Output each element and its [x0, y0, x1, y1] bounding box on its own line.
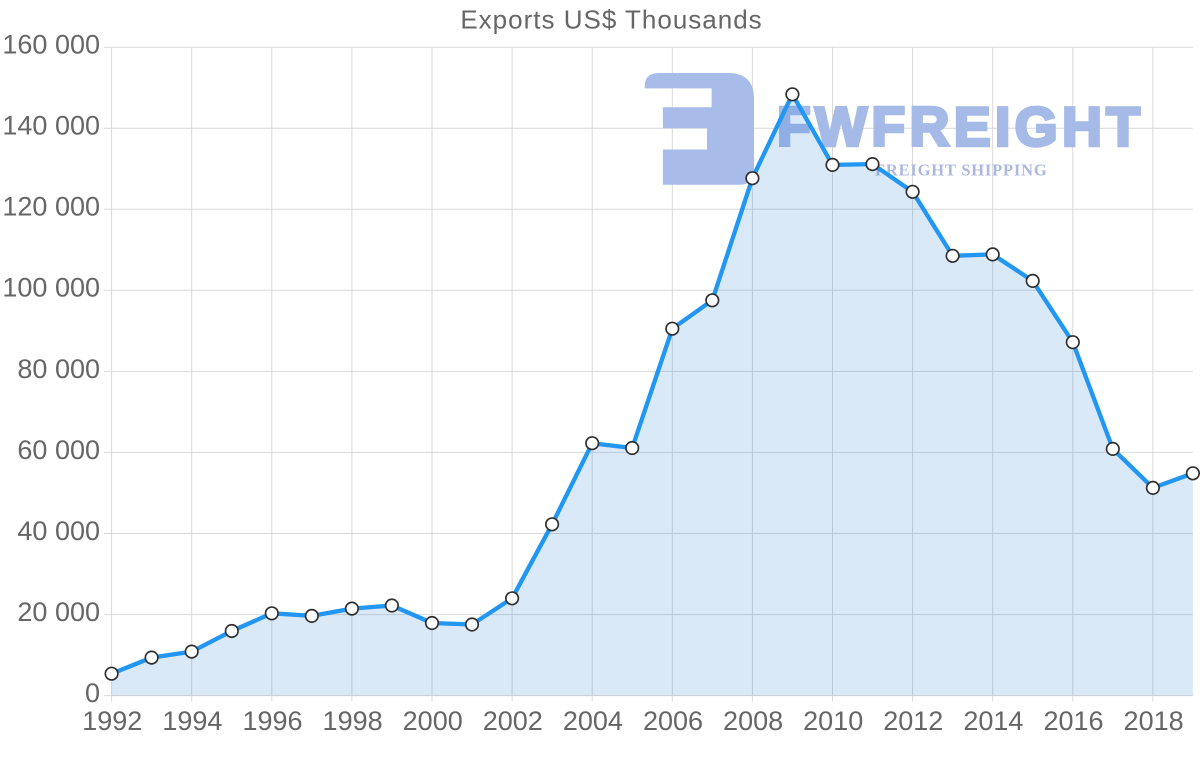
svg-text:0: 0 — [85, 678, 100, 708]
svg-text:100 000: 100 000 — [2, 273, 100, 303]
svg-text:2002: 2002 — [483, 706, 543, 736]
svg-text:2016: 2016 — [1043, 706, 1103, 736]
svg-text:1994: 1994 — [162, 706, 222, 736]
svg-text:140 000: 140 000 — [2, 111, 100, 141]
svg-text:2014: 2014 — [963, 706, 1023, 736]
svg-text:2008: 2008 — [723, 706, 783, 736]
svg-text:2004: 2004 — [563, 706, 623, 736]
svg-text:FWFREIGHT: FWFREIGHT — [777, 95, 1144, 157]
svg-text:160 000: 160 000 — [2, 30, 100, 60]
svg-text:Exports US$ Thousands: Exports US$ Thousands — [460, 4, 762, 34]
svg-text:20 000: 20 000 — [17, 597, 100, 627]
svg-text:60 000: 60 000 — [17, 435, 100, 465]
svg-text:2018: 2018 — [1124, 706, 1184, 736]
svg-text:1996: 1996 — [242, 706, 302, 736]
svg-text:1992: 1992 — [82, 706, 142, 736]
svg-text:2012: 2012 — [883, 706, 943, 736]
svg-text:FREIGHT SHIPPING: FREIGHT SHIPPING — [875, 160, 1047, 179]
svg-text:2010: 2010 — [803, 706, 863, 736]
svg-text:2006: 2006 — [643, 706, 703, 736]
svg-text:2000: 2000 — [403, 706, 463, 736]
svg-text:120 000: 120 000 — [2, 192, 100, 222]
svg-text:1998: 1998 — [323, 706, 383, 736]
svg-text:80 000: 80 000 — [17, 354, 100, 384]
svg-text:40 000: 40 000 — [17, 516, 100, 546]
